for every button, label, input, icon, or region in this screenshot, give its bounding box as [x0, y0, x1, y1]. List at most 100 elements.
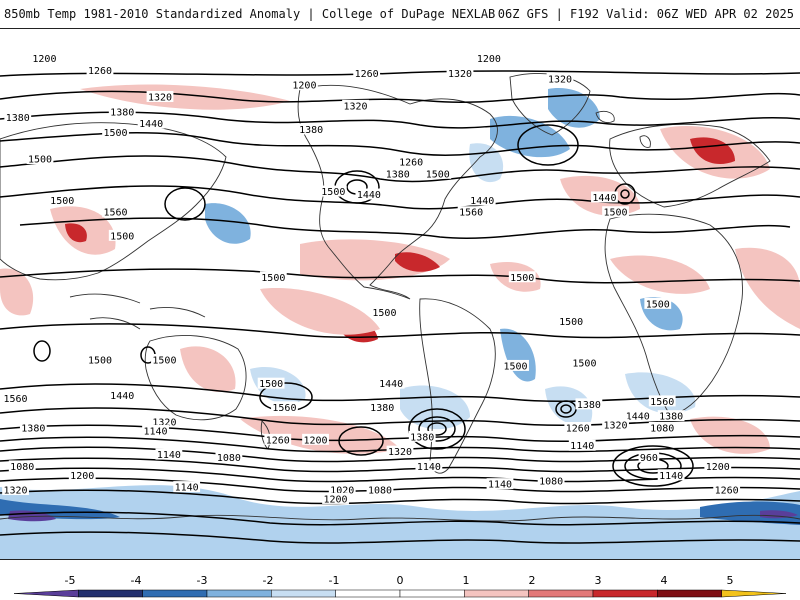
contour-label-bg	[319, 185, 347, 197]
colorbar-swatch	[721, 589, 787, 598]
contour-label-bg	[713, 484, 741, 496]
contour-1140-south	[0, 477, 800, 493]
contour-label: 1260	[715, 486, 739, 497]
contour-label-bg	[302, 433, 329, 445]
closed-low-south-pacific-2	[418, 416, 456, 442]
contour-label-bg	[657, 410, 685, 422]
contour-label-bg	[291, 79, 318, 91]
contour-label-bg	[377, 377, 405, 389]
contour-label-bg	[26, 153, 54, 165]
contour-label-bg	[2, 484, 29, 496]
colorbar-tick-label: 2	[529, 574, 536, 587]
contour-label-bg	[86, 354, 114, 366]
contour-label: 1560	[272, 403, 296, 414]
contour-label-bg	[366, 484, 394, 496]
contour-label: 1380	[370, 403, 394, 414]
contour-label: 1380	[410, 432, 434, 443]
contour-label-bg	[259, 271, 287, 283]
contour-label: 1380	[299, 125, 323, 136]
colorbar-swatch	[78, 589, 143, 598]
contour-label: 1560	[104, 208, 128, 219]
contour-label: 1500	[88, 356, 112, 367]
contour-label-bg	[415, 460, 443, 472]
colorbar-swatches	[13, 589, 787, 598]
warm-anomaly-east-edge	[735, 247, 800, 329]
colorbar-tick-label: -4	[131, 574, 142, 587]
contour-label: 1140	[417, 462, 441, 473]
contour-label: 1200	[70, 471, 94, 482]
contour-label-bg	[537, 475, 565, 487]
contour-label-bg	[475, 52, 503, 64]
contour-label: 1500	[110, 231, 134, 242]
cold-anomaly-greenland	[548, 88, 600, 128]
contour-label-bg	[368, 401, 396, 413]
contour-label: 1320	[344, 101, 368, 112]
contour-label: 1500	[504, 361, 528, 372]
colorbar-swatch	[13, 589, 79, 598]
contour-label-bg	[19, 422, 47, 433]
contour-1320-north	[0, 111, 800, 129]
contour-label-bg	[571, 356, 598, 368]
contour-label-bg	[446, 67, 474, 79]
contour-label-bg	[397, 156, 425, 167]
contour-label-bg	[564, 422, 592, 433]
coastline-uk	[639, 135, 651, 148]
contour-label-bg	[31, 52, 58, 64]
contour-label-bg	[271, 401, 298, 413]
model-run-info: 06Z GFS | F192 Valid: 06Z WED APR 02 202…	[497, 7, 794, 21]
coastline-indonesia	[69, 293, 206, 330]
contour-1140-polar	[0, 511, 800, 526]
contour-label: 1440	[470, 196, 494, 207]
contour-label: 1020	[330, 486, 354, 497]
contour-label: 1500	[372, 308, 396, 319]
colorbar-swatch	[399, 589, 465, 598]
contour-label: 1260	[399, 158, 423, 169]
contour-label-bg	[546, 73, 574, 85]
closed-low-hudson	[517, 124, 579, 166]
colorbar-tick-label: 3	[595, 574, 602, 587]
contour-label-bg	[575, 398, 603, 410]
contour-label-bg	[424, 167, 452, 179]
contour-label: 1140	[175, 483, 199, 494]
contour-label-bg	[457, 206, 485, 218]
contour-label: 1320	[152, 418, 176, 429]
contour-label-bg	[355, 188, 383, 200]
contour-label: 1500	[50, 196, 74, 207]
contour-label: 1440	[110, 391, 134, 402]
contour-label: 1080	[368, 486, 392, 497]
contour-label-bg	[102, 126, 129, 138]
contour-label-bg	[486, 478, 514, 490]
colorbar-tick-label: -5	[65, 574, 76, 587]
closed-high-atlantic-inner	[620, 189, 630, 199]
contour-label: 1140	[488, 480, 512, 491]
contour-label-bg	[408, 430, 436, 442]
contour-label: 1380	[659, 412, 683, 423]
colorbar-tick-label: 0	[397, 574, 404, 587]
closed-low-southern-ocean	[612, 445, 694, 487]
contour-label-bg	[371, 306, 398, 318]
contour-label-bg	[624, 410, 652, 422]
height-contours	[0, 70, 800, 544]
coastline-africa	[604, 213, 743, 416]
contour-label-bg	[155, 448, 183, 460]
contour-label-bg	[257, 377, 285, 389]
closed-low-south-pacific-west	[338, 426, 384, 456]
contour-label-bg	[328, 484, 356, 496]
contour-label-bg	[146, 90, 174, 102]
cold-anomaly-south-indian	[625, 372, 696, 414]
contour-label: 1500	[559, 317, 583, 328]
contour-label-bg	[173, 481, 201, 493]
contour-label: 1440	[379, 379, 403, 390]
contour-label: 1440	[357, 190, 381, 201]
contour-1500-tropics	[0, 268, 800, 284]
contour-label-bg	[108, 229, 136, 241]
contour-label-bg	[102, 206, 129, 218]
contour-label-bg	[502, 359, 529, 371]
colorbar-swatch	[528, 589, 594, 598]
warm-anomaly-central-pacific	[260, 288, 380, 335]
contour-label: 1500	[510, 273, 534, 284]
contour-label-bg	[322, 492, 349, 504]
cold-anomaly-pacific	[205, 203, 251, 244]
contour-label-bg	[657, 469, 685, 481]
